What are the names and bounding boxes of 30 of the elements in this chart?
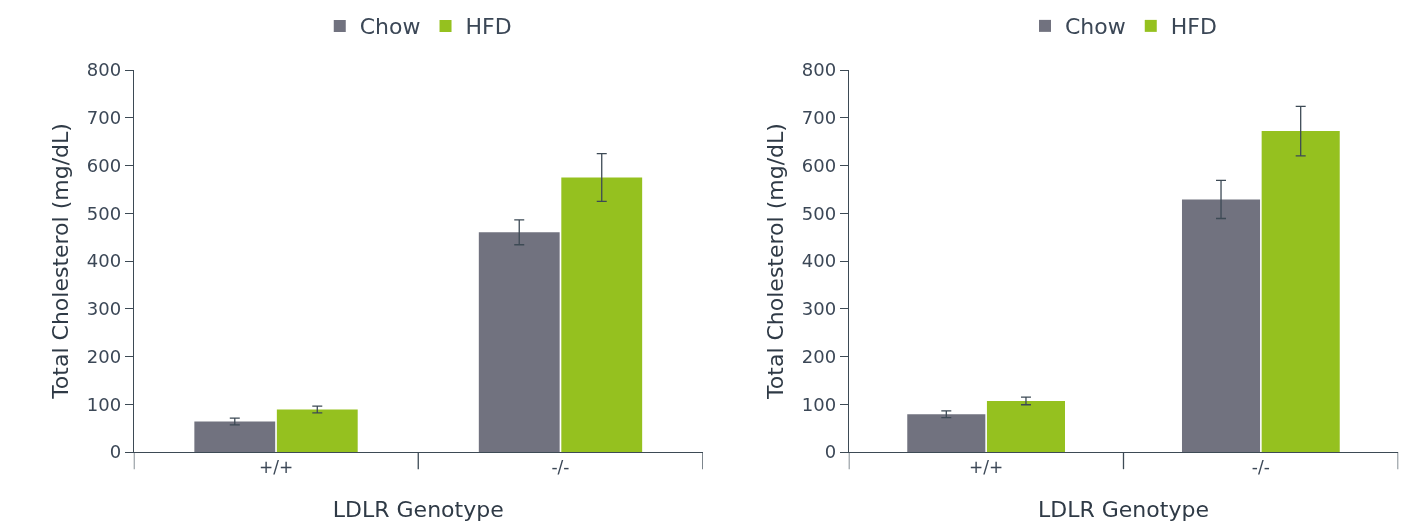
legend-label: HFD: [465, 14, 512, 40]
y-tick-label: 200: [86, 345, 122, 367]
y-tick-label: 800: [86, 59, 122, 81]
y-tick-label: 600: [86, 154, 122, 176]
y-tick-label: 700: [86, 107, 122, 129]
legend-label: Chow: [1065, 14, 1126, 40]
y-tick-label: 100: [86, 393, 122, 415]
y-tick-label: 500: [801, 202, 837, 224]
y-tick-label: 0: [109, 441, 122, 463]
y-axis-title: Total Cholesterol (mg/dL): [47, 123, 73, 400]
y-tick-label: 600: [801, 154, 837, 176]
y-tick-label: 400: [86, 250, 122, 272]
y-tick-label: 300: [86, 298, 122, 320]
legend-label: HFD: [1170, 14, 1217, 40]
y-tick-label: 400: [801, 250, 837, 272]
x-tick-label: +/+: [258, 457, 294, 478]
x-axis-title: LDLR Genotype: [1038, 497, 1209, 523]
x-tick-label: +/+: [969, 457, 1004, 478]
x-tick-label: -/-: [1251, 457, 1270, 478]
x-tick-label: -/-: [551, 457, 570, 478]
y-tick-label: 300: [801, 298, 837, 320]
y-tick-label: 100: [801, 393, 837, 415]
y-tick-label: 500: [86, 202, 122, 224]
y-axis-title: Total Cholesterol (mg/dL): [762, 123, 788, 400]
legend-label: Chow: [359, 14, 421, 40]
y-tick-label: 700: [801, 107, 837, 129]
y-tick-label: 0: [824, 441, 837, 463]
x-axis-title: LDLR Genotype: [332, 497, 504, 523]
y-tick-label: 200: [801, 345, 837, 367]
y-tick-label: 800: [801, 59, 837, 81]
